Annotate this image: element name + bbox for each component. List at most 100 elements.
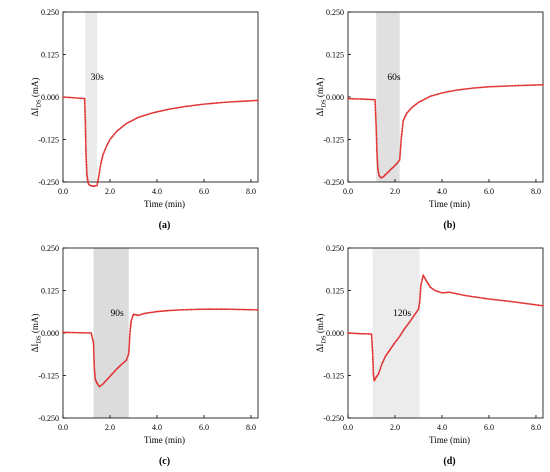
data-point [399, 151, 402, 153]
data-point [84, 127, 87, 130]
data-point [84, 146, 87, 148]
data-point [407, 323, 410, 325]
data-point [199, 103, 202, 106]
data-point [457, 293, 459, 295]
data-point [467, 295, 470, 297]
data-point [517, 84, 520, 87]
data-point [84, 143, 87, 145]
data-point [361, 98, 363, 100]
data-point [398, 159, 401, 161]
data-point [534, 303, 537, 306]
data-point [363, 332, 366, 335]
x-tick-label: 8.0 [531, 423, 541, 432]
data-point [196, 308, 199, 311]
data-point [163, 310, 166, 312]
data-point [229, 101, 232, 103]
data-point [444, 91, 447, 94]
data-point [145, 113, 148, 116]
data-point [210, 102, 213, 105]
data-point [77, 97, 80, 100]
data-point [419, 284, 422, 287]
data-point [375, 129, 378, 132]
data-point [406, 324, 409, 327]
data-point [122, 362, 124, 365]
data-point [127, 353, 130, 356]
data-point [481, 297, 484, 299]
data-point [442, 91, 445, 94]
data-point [85, 153, 87, 156]
data-point [206, 308, 208, 311]
data-point [84, 135, 87, 138]
data-point [91, 337, 94, 340]
data-point [374, 105, 377, 107]
data-point [98, 174, 100, 177]
data-point [181, 308, 183, 311]
data-point [246, 100, 249, 102]
data-point [90, 333, 93, 336]
x-axis-label: Time (min) [429, 199, 470, 209]
data-point [182, 308, 185, 311]
data-point [221, 101, 224, 104]
data-point [185, 308, 188, 311]
data-point [508, 300, 511, 303]
data-point [102, 152, 105, 155]
data-point [377, 168, 379, 171]
data-point [375, 145, 378, 148]
data-point [506, 300, 509, 303]
data-point [396, 337, 399, 340]
data-point [372, 361, 374, 364]
data-point [376, 152, 378, 154]
data-point [376, 161, 379, 164]
data-point [173, 309, 176, 312]
data-point [375, 147, 378, 150]
exposure-shade [376, 12, 400, 182]
data-point [151, 112, 154, 114]
x-tick-label: 0.0 [343, 187, 353, 196]
exposure-shade [85, 12, 98, 182]
data-point [79, 97, 82, 100]
data-point [85, 161, 88, 164]
data-point [371, 355, 374, 358]
data-point [85, 152, 87, 155]
data-point [84, 115, 87, 117]
data-point [368, 98, 371, 101]
data-point [249, 99, 252, 102]
data-point [101, 155, 104, 158]
data-point [376, 155, 379, 157]
y-tick-label: -0.125 [323, 136, 344, 145]
data-point [137, 314, 140, 317]
data-point [84, 113, 87, 116]
data-point [158, 110, 161, 113]
data-point [519, 301, 521, 304]
y-axis-label-unit: (mA) [30, 314, 40, 336]
data-point [352, 332, 355, 335]
x-tick-label: 6.0 [484, 423, 494, 432]
data-point [358, 98, 360, 100]
data-point [206, 102, 208, 105]
data-point [83, 99, 86, 102]
data-point [84, 126, 87, 128]
data-point [371, 346, 374, 349]
data-point [458, 88, 460, 91]
data-point [254, 99, 256, 102]
data-point [228, 101, 230, 103]
data-point [403, 328, 406, 330]
data-point [372, 360, 374, 363]
data-point [401, 130, 403, 133]
data-point [210, 308, 213, 311]
data-point [460, 293, 462, 296]
x-axis-label: Time (min) [144, 435, 185, 445]
data-point [404, 326, 407, 329]
data-point [372, 365, 375, 367]
data-point [432, 94, 435, 97]
data-point [371, 352, 374, 355]
data-point [84, 112, 86, 114]
data-point [375, 137, 378, 140]
data-point [231, 308, 233, 311]
data-point [429, 95, 432, 98]
data-point [100, 162, 102, 165]
data-point [348, 332, 351, 334]
data-point [376, 156, 379, 159]
data-point [178, 106, 181, 109]
